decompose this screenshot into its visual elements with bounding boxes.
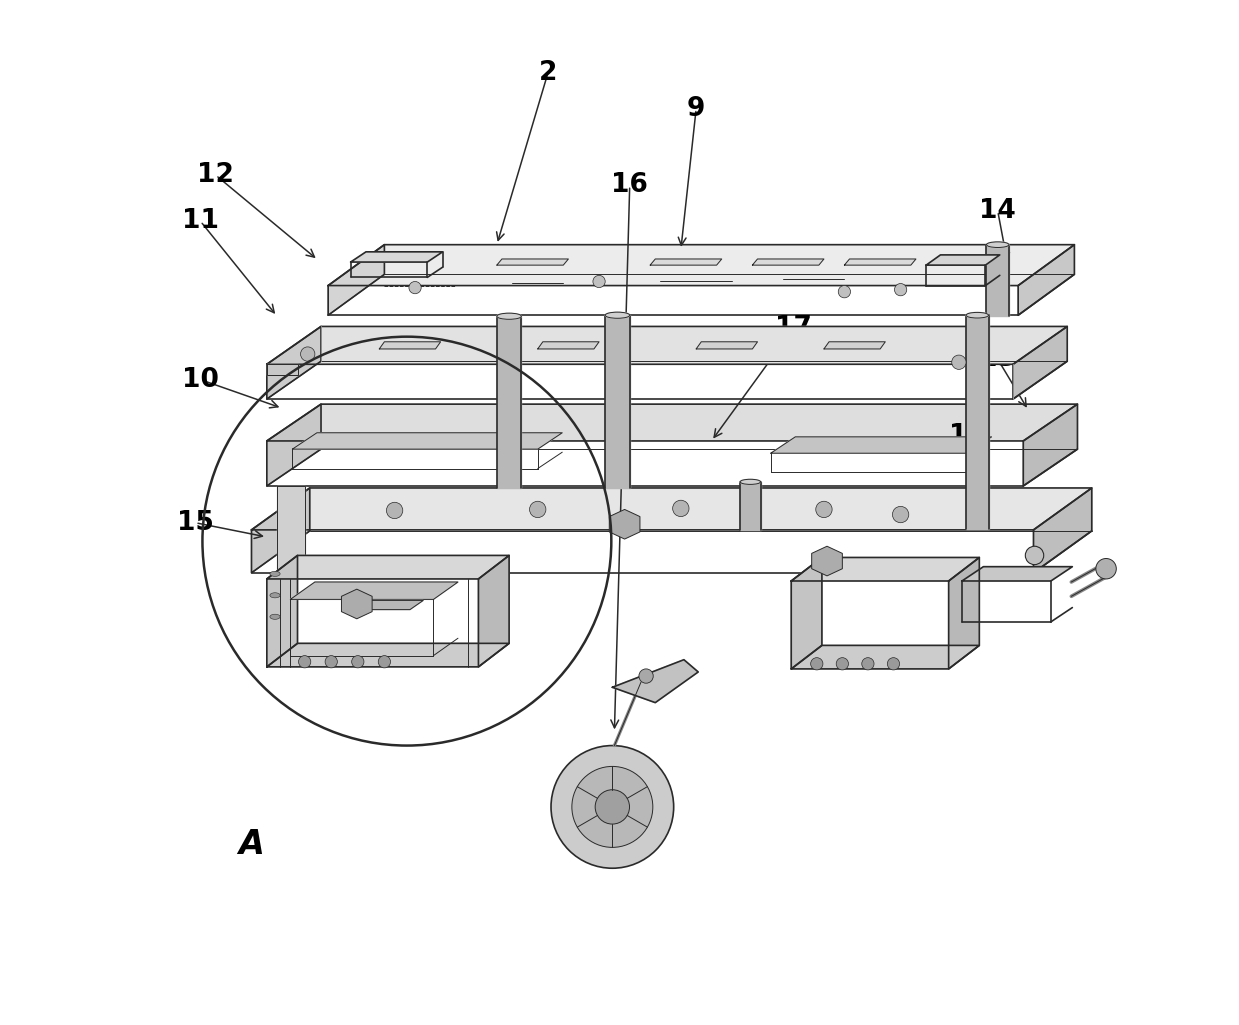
Circle shape [529,501,546,518]
Circle shape [673,500,689,517]
Text: 16: 16 [611,172,648,199]
Polygon shape [497,259,569,265]
Circle shape [325,656,337,668]
Polygon shape [328,245,1074,286]
Polygon shape [379,341,441,349]
Text: 17: 17 [774,316,812,341]
Polygon shape [538,341,598,349]
Polygon shape [812,546,843,576]
Ellipse shape [605,313,629,319]
Polygon shape [610,509,641,539]
Polygon shape [478,556,509,667]
Ellipse shape [270,571,280,576]
Polygon shape [346,601,424,610]
Text: 13: 13 [979,346,1016,372]
Text: 2: 2 [539,59,558,86]
Text: A: A [239,828,264,861]
Polygon shape [266,404,1078,441]
Circle shape [551,745,674,868]
Circle shape [815,501,833,518]
Polygon shape [266,326,321,399]
Text: 9: 9 [686,95,705,122]
Polygon shape [328,245,384,316]
Text: 12: 12 [197,162,234,189]
Ellipse shape [986,242,1009,247]
Polygon shape [252,488,1092,530]
Ellipse shape [497,314,522,320]
Polygon shape [752,259,824,265]
Polygon shape [351,252,442,262]
Circle shape [1026,546,1043,565]
Circle shape [892,506,908,523]
Circle shape [952,355,966,369]
Polygon shape [1018,245,1074,316]
Polygon shape [266,556,297,667]
Polygon shape [605,316,629,488]
Text: 10: 10 [182,367,219,393]
Polygon shape [612,660,699,702]
Polygon shape [497,317,522,488]
Circle shape [409,282,421,294]
Polygon shape [949,558,979,669]
Polygon shape [740,482,761,530]
Ellipse shape [270,614,280,619]
Circle shape [810,658,823,670]
Polygon shape [292,433,563,449]
Circle shape [387,502,403,519]
Circle shape [836,658,849,670]
Ellipse shape [740,480,761,485]
Polygon shape [1033,488,1092,573]
Polygon shape [771,437,991,453]
Circle shape [301,346,315,361]
Circle shape [593,276,605,288]
Circle shape [887,658,900,670]
Ellipse shape [966,313,989,318]
Polygon shape [278,486,305,574]
Polygon shape [792,558,979,581]
Text: 14: 14 [979,198,1016,223]
Polygon shape [252,488,310,573]
Polygon shape [650,259,722,265]
Polygon shape [696,341,757,349]
Polygon shape [266,556,509,579]
Polygon shape [266,644,509,667]
Polygon shape [927,255,1000,265]
Circle shape [1095,559,1116,579]
Polygon shape [824,341,886,349]
Circle shape [299,656,311,668]
Polygon shape [1023,404,1078,486]
Polygon shape [1014,326,1067,399]
Circle shape [895,284,907,296]
Polygon shape [266,326,1067,364]
Polygon shape [961,567,1072,581]
Circle shape [839,286,850,298]
Polygon shape [845,259,916,265]
Text: 18: 18 [949,423,985,449]
Circle shape [572,767,653,848]
Polygon shape [342,589,372,619]
Polygon shape [792,646,979,669]
Polygon shape [986,245,1009,317]
Polygon shape [792,558,821,669]
Polygon shape [290,582,458,600]
Polygon shape [266,364,297,374]
Circle shape [639,669,653,684]
Polygon shape [266,404,321,486]
Circle shape [352,656,364,668]
Circle shape [862,658,873,670]
Circle shape [595,789,629,824]
Text: 15: 15 [177,509,213,536]
Circle shape [378,656,390,668]
Ellipse shape [270,592,280,598]
Polygon shape [966,316,989,529]
Text: 11: 11 [182,208,219,234]
